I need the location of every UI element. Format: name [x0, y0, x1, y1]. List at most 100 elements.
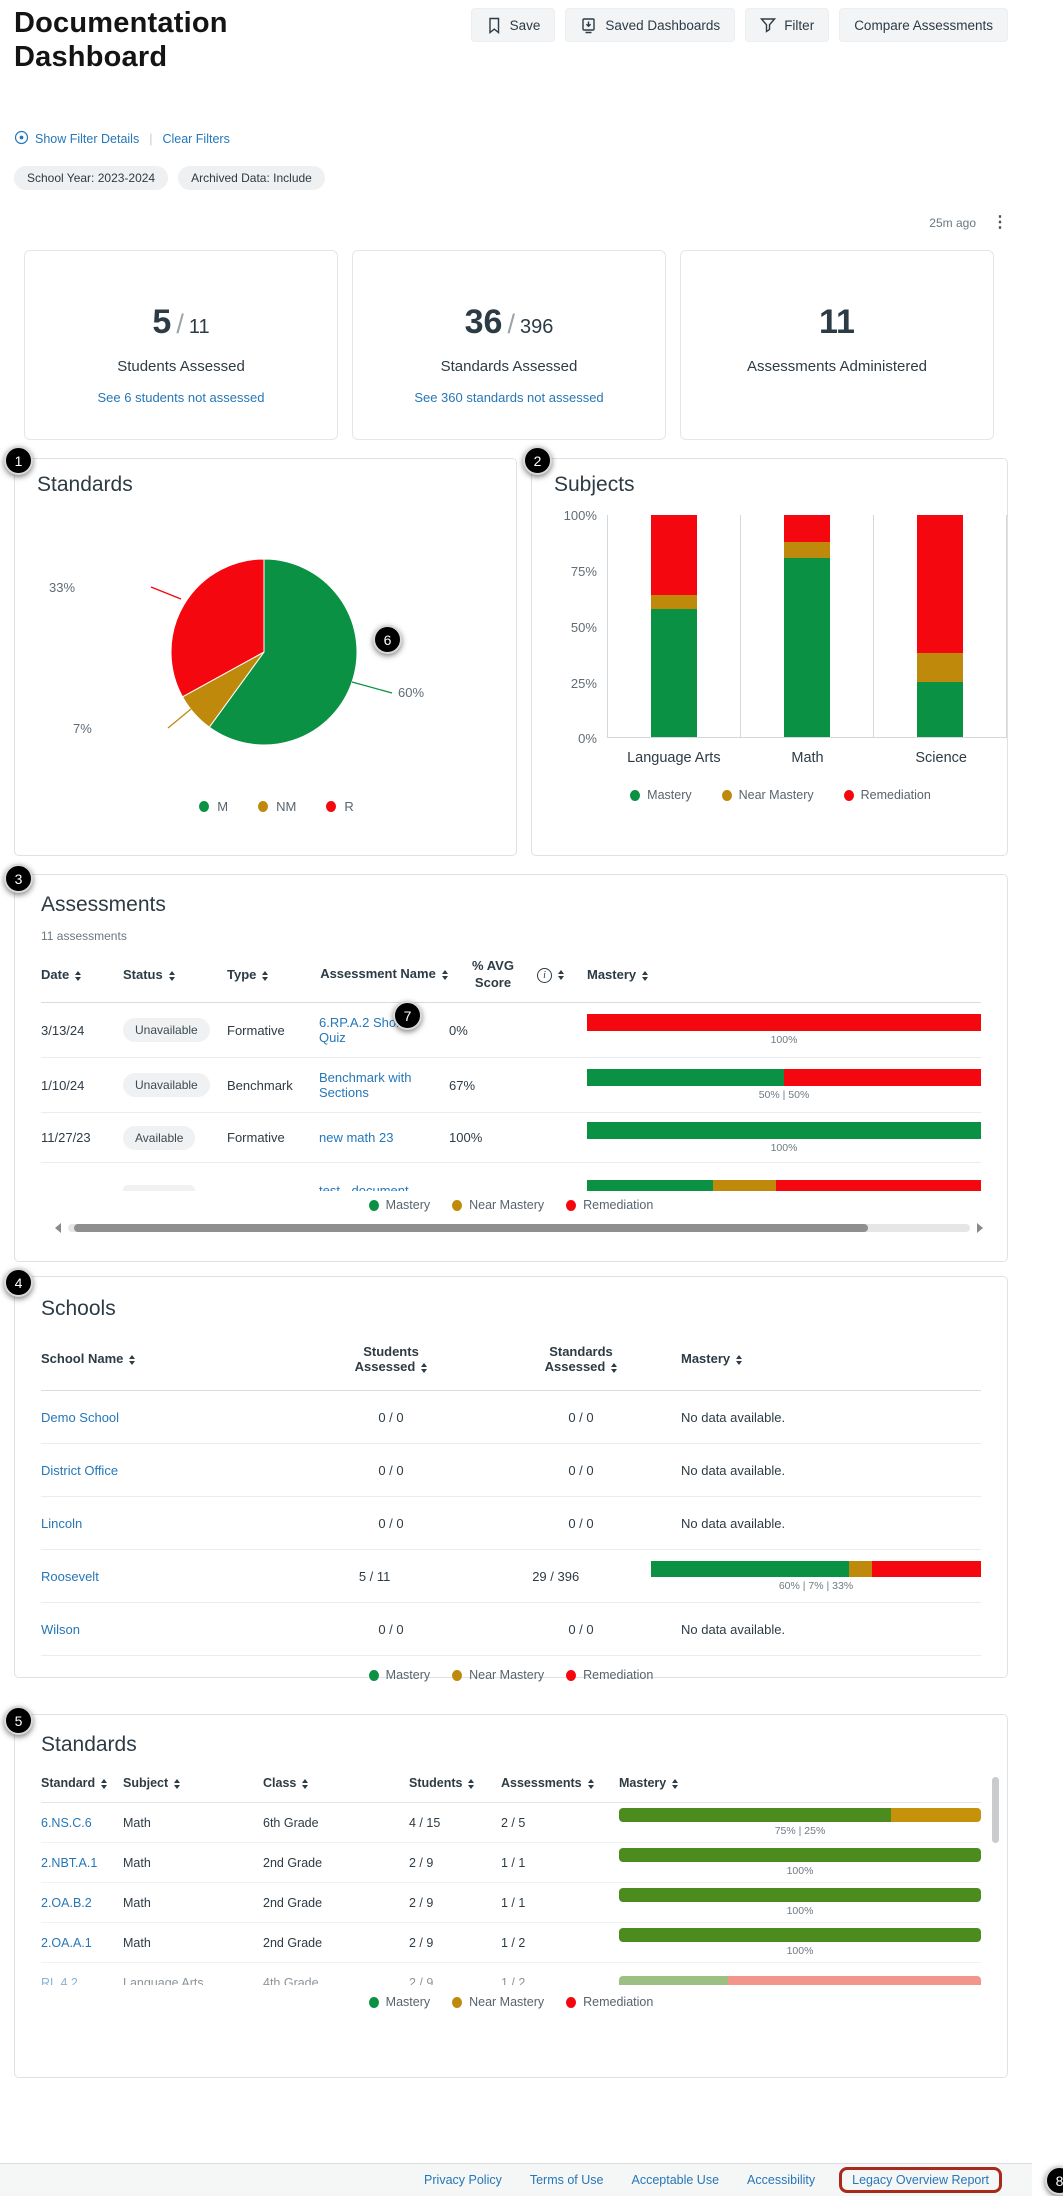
- col-subject[interactable]: Subject: [123, 1776, 263, 1790]
- standards-table-title: Standards: [41, 1733, 137, 1757]
- standard-link[interactable]: 2.OA.A.1: [41, 1935, 92, 1950]
- legend-item-mastery[interactable]: Mastery: [368, 1995, 430, 2009]
- scroll-left-icon[interactable]: [55, 1223, 61, 1234]
- col-type[interactable]: Type: [227, 967, 319, 982]
- filter-tags: School Year: 2023-2024 Archived Data: In…: [14, 166, 1008, 191]
- sort-icon[interactable]: [129, 1355, 136, 1365]
- legend-item-near-mastery[interactable]: Near Mastery: [721, 788, 814, 802]
- sort-icon[interactable]: [441, 970, 448, 981]
- col-standard[interactable]: Standard: [41, 1776, 123, 1790]
- legend-item-remediation[interactable]: Remediation: [843, 788, 931, 802]
- assessment-link[interactable]: test - document: [319, 1182, 409, 1192]
- filter-button[interactable]: Filter: [745, 8, 830, 42]
- assessment-link[interactable]: Benchmark with Sections: [319, 1070, 412, 1101]
- sort-icon[interactable]: [468, 1778, 475, 1789]
- filter-tag-school-year[interactable]: School Year: 2023-2024: [14, 166, 169, 191]
- col-school-name[interactable]: School Name: [41, 1351, 301, 1366]
- legend-item-remediation[interactable]: Remediation: [566, 1995, 653, 2009]
- col-mastery[interactable]: Mastery: [619, 1776, 981, 1790]
- standards-not-assessed-link[interactable]: See 360 standards not assessed: [414, 390, 604, 406]
- col-date[interactable]: Date: [41, 967, 123, 982]
- students-not-assessed-link[interactable]: See 6 students not assessed: [97, 390, 265, 406]
- standards-legend: Mastery Near Mastery Remediation: [41, 1995, 981, 2009]
- col-students[interactable]: Students: [409, 1776, 501, 1790]
- scroll-right-icon[interactable]: [977, 1223, 983, 1234]
- legend-item-mastery[interactable]: Mastery: [368, 1198, 430, 1212]
- horizontal-scrollbar[interactable]: [55, 1223, 983, 1234]
- legend-item-mastery[interactable]: Mastery: [630, 788, 692, 802]
- col-assessment-name[interactable]: Assessment Name: [319, 966, 449, 983]
- sort-icon[interactable]: [101, 1778, 108, 1789]
- legend-item-near-mastery[interactable]: Near Mastery: [452, 1995, 544, 2009]
- standard-link[interactable]: 6.NS.C.6: [41, 1815, 92, 1830]
- saved-dashboards-button[interactable]: Saved Dashboards: [565, 8, 736, 42]
- legend-item-near-mastery[interactable]: Near Mastery: [452, 1198, 544, 1212]
- legend-item-remediation[interactable]: Remediation: [566, 1668, 653, 1682]
- col-standards-assessed[interactable]: Standards Assessed: [481, 1344, 681, 1374]
- kebab-menu-icon[interactable]: ⋮: [992, 214, 1008, 232]
- scrollbar-thumb[interactable]: [74, 1224, 868, 1233]
- legend-item-mastery[interactable]: M: [199, 799, 228, 814]
- legend-item-remediation[interactable]: Remediation: [566, 1198, 653, 1212]
- col-students-assessed[interactable]: Students Assessed: [301, 1344, 481, 1374]
- compare-assessments-button[interactable]: Compare Assessments: [839, 8, 1008, 42]
- math-bar[interactable]: [783, 515, 830, 738]
- standard-link[interactable]: 2.NBT.A.1: [41, 1855, 98, 1870]
- sort-icon[interactable]: [262, 971, 269, 981]
- legacy-overview-report-link[interactable]: Legacy Overview Report: [852, 2173, 989, 2187]
- school-link[interactable]: Demo School: [41, 1409, 120, 1425]
- col-mastery[interactable]: Mastery: [681, 1351, 981, 1366]
- save-button[interactable]: Save: [470, 8, 556, 42]
- acceptable-use-link[interactable]: Acceptable Use: [631, 2173, 720, 2187]
- legend-item-near-mastery[interactable]: Near Mastery: [452, 1668, 544, 1682]
- col-assessments[interactable]: Assessments: [501, 1776, 619, 1790]
- privacy-policy-link[interactable]: Privacy Policy: [424, 2173, 502, 2187]
- col-status[interactable]: Status: [123, 967, 227, 982]
- sort-icon[interactable]: [558, 970, 564, 980]
- col-info[interactable]: i: [537, 966, 587, 984]
- scrollbar-track[interactable]: [68, 1224, 970, 1233]
- legend-item-remediation[interactable]: R: [326, 799, 354, 814]
- table-row: 2.OA.B.2 Math 2nd Grade 2 / 9 1 / 1 100%: [41, 1883, 981, 1924]
- col-class[interactable]: Class: [263, 1776, 409, 1790]
- sort-icon[interactable]: [421, 1362, 428, 1373]
- assessment-link[interactable]: 6.RP.A.2 Short Quiz: [319, 1015, 405, 1046]
- science-bar[interactable]: [916, 515, 963, 738]
- show-filter-details-link[interactable]: Show Filter Details: [14, 130, 139, 148]
- sort-icon[interactable]: [736, 1355, 743, 1365]
- sort-icon[interactable]: [168, 971, 175, 981]
- clear-filters-link[interactable]: Clear Filters: [162, 132, 230, 147]
- school-link[interactable]: Roosevelt: [41, 1568, 99, 1584]
- sort-icon[interactable]: [587, 1778, 594, 1789]
- sort-icon[interactable]: [174, 1778, 181, 1789]
- annotation-badge-1: 1: [4, 446, 33, 476]
- info-icon[interactable]: i: [537, 968, 552, 984]
- legend-item-mastery[interactable]: Mastery: [368, 1668, 430, 1682]
- no-data-text: No data available.: [681, 1409, 786, 1425]
- standard-link[interactable]: RL.4.2: [41, 1975, 78, 1986]
- school-link[interactable]: Lincoln: [41, 1515, 83, 1531]
- sort-icon[interactable]: [302, 1778, 309, 1789]
- language-arts-bar[interactable]: [650, 515, 697, 738]
- sort-icon[interactable]: [672, 1778, 679, 1789]
- bookmark-icon: [486, 17, 502, 34]
- col-mastery[interactable]: Mastery: [587, 967, 981, 982]
- legend-item-near-mastery[interactable]: NM: [258, 799, 296, 814]
- schools-title: Schools: [41, 1297, 116, 1321]
- sort-icon[interactable]: [611, 1362, 618, 1373]
- standard-link[interactable]: 2.OA.B.2: [41, 1895, 92, 1910]
- sort-icon[interactable]: [642, 971, 649, 981]
- subjects-stacked-bar-chart[interactable]: 100% 75% 50% 25% 0%: [554, 508, 1007, 746]
- sort-icon[interactable]: [75, 971, 82, 981]
- vertical-scrollbar-thumb[interactable]: [992, 1777, 999, 1844]
- stat-value: 5 / 11: [152, 303, 210, 342]
- school-link[interactable]: Wilson: [41, 1621, 81, 1637]
- schools-panel: 4 Schools School Name Students Assessed S…: [4, 1268, 1008, 1682]
- terms-of-use-link[interactable]: Terms of Use: [529, 2173, 604, 2187]
- school-link[interactable]: District Office: [41, 1462, 119, 1478]
- assessment-link[interactable]: new math 23: [319, 1130, 394, 1146]
- accessibility-link[interactable]: Accessibility: [747, 2173, 816, 2187]
- filter-tag-archived-data[interactable]: Archived Data: Include: [178, 166, 325, 191]
- standards-pie-chart[interactable]: 33% 7% 60%: [15, 495, 516, 801]
- remediation-dot-icon: [566, 1669, 577, 1681]
